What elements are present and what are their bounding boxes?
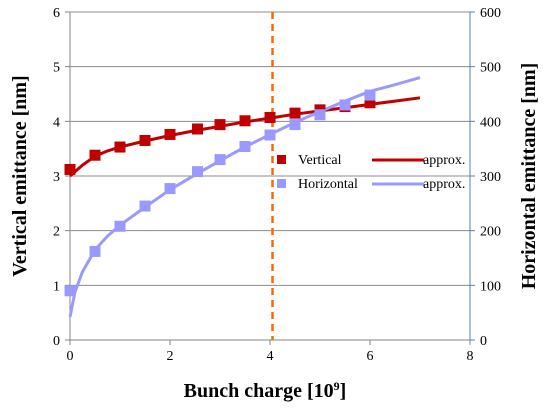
data-markers — [64, 89, 376, 297]
point-horizontal-4 — [164, 183, 176, 195]
legend-marker-horizontal — [277, 179, 286, 188]
point-horizontal-5 — [192, 166, 203, 178]
x-axis-title: Bunch charge [109] — [184, 379, 347, 402]
point-vertical-6 — [214, 119, 226, 131]
point-vertical-7 — [239, 115, 251, 127]
legend-label-horizontal-approx: approx. — [423, 177, 465, 192]
y-left-tick-label-2: 2 — [53, 225, 60, 240]
point-horizontal-11 — [339, 99, 351, 111]
y-right-tick-label-500: 500 — [480, 61, 501, 76]
x-axis-title-main: Bunch charge [10 — [184, 380, 334, 402]
point-horizontal-7 — [239, 140, 251, 152]
point-horizontal-6 — [214, 154, 226, 166]
y-right-tick-label-100: 100 — [480, 279, 501, 294]
point-vertical-5 — [192, 123, 203, 135]
point-horizontal-8 — [264, 129, 276, 141]
x-axis-title-sup: 9 — [334, 379, 340, 393]
series-line-horizontal-approx — [68, 76, 421, 318]
point-horizontal-10 — [314, 109, 326, 121]
axes — [65, 11, 475, 345]
y-left-tick-label-5: 5 — [53, 61, 60, 76]
x-axis-title-suffix: ] — [340, 380, 347, 402]
y-right-tick-label-0: 0 — [480, 334, 487, 349]
x-tick-label-6: 6 — [367, 349, 374, 364]
y-left-tick-label-4: 4 — [53, 115, 60, 130]
y-left-tick-label-1: 1 — [53, 279, 60, 294]
fit-lines — [68, 76, 421, 318]
x-tick-labels: 0 2 4 6 8 — [67, 349, 474, 364]
point-vertical-4 — [164, 128, 176, 140]
y-right-tick-label-600: 600 — [480, 6, 501, 21]
point-vertical-8 — [264, 112, 276, 124]
point-vertical-12 — [364, 97, 376, 109]
y-left-tick-label-3: 3 — [53, 170, 60, 185]
legend: Vertical approx. Horizontal approx. — [277, 153, 465, 192]
y-left-tick-label-6: 6 — [53, 6, 60, 21]
point-vertical-2 — [114, 141, 126, 153]
x-tick-label-4: 4 — [267, 349, 274, 364]
point-horizontal-2 — [114, 220, 126, 232]
legend-label-vertical-approx: approx. — [423, 153, 465, 168]
point-horizontal-9 — [289, 119, 301, 131]
point-vertical-9 — [289, 107, 301, 119]
y-right-tick-label-300: 300 — [480, 170, 501, 185]
y-right-tick-label-200: 200 — [480, 225, 501, 240]
point-horizontal-3 — [139, 200, 151, 212]
y-right-tick-label-400: 400 — [480, 115, 501, 130]
x-tick-label-0: 0 — [67, 349, 74, 364]
legend-marker-vertical — [277, 155, 286, 164]
y-left-tick-label-0: 0 — [53, 334, 60, 349]
x-tick-label-2: 2 — [167, 349, 174, 364]
point-horizontal-0 — [64, 285, 76, 297]
point-vertical-1 — [89, 149, 101, 161]
point-horizontal-1 — [89, 245, 101, 257]
x-tick-label-8: 8 — [467, 349, 474, 364]
y-right-axis-title: Horizontal emittance [nm] — [518, 63, 540, 290]
point-vertical-3 — [139, 134, 151, 146]
y-left-axis-title: Vertical emittance [nm] — [9, 75, 31, 276]
gridlines — [70, 11, 470, 286]
series-line-vertical-approx — [69, 96, 421, 178]
point-horizontal-12 — [364, 89, 376, 101]
legend-label-vertical: Vertical — [298, 153, 342, 168]
y-left-tick-labels: 0 1 2 3 4 5 6 — [53, 6, 60, 349]
point-vertical-0 — [64, 163, 76, 175]
legend-label-horizontal: Horizontal — [298, 177, 358, 192]
y-right-tick-labels: 0 100 200 300 400 500 600 — [480, 6, 501, 349]
